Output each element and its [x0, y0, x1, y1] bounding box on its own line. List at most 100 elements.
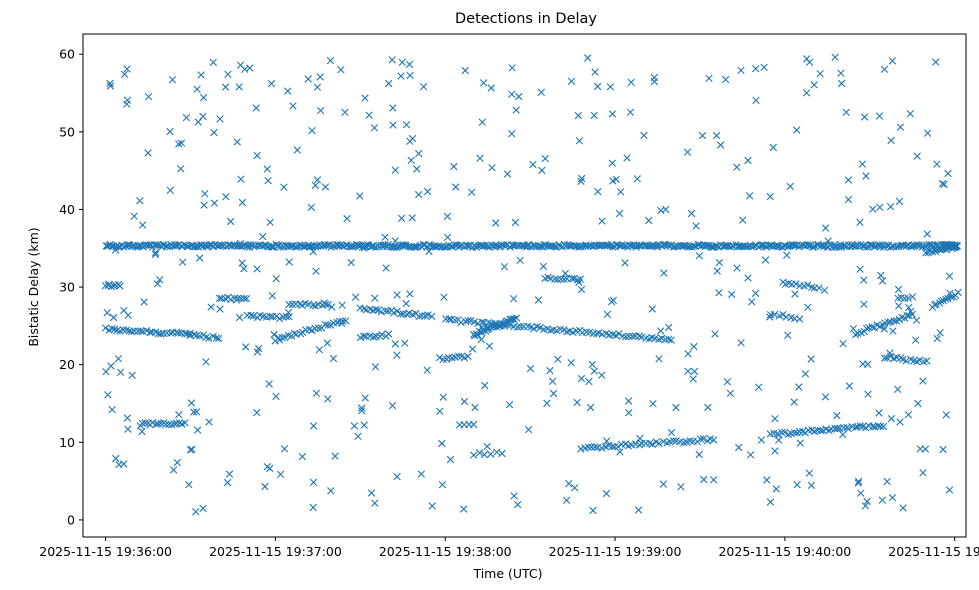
data-point — [214, 334, 223, 343]
data-point — [803, 241, 812, 249]
data-point — [603, 310, 612, 318]
data-point — [879, 422, 888, 431]
data-point — [628, 332, 637, 340]
data-point — [388, 401, 397, 410]
data-point — [138, 221, 147, 229]
data-point — [615, 330, 623, 338]
data-point — [282, 312, 291, 321]
data-point — [240, 265, 248, 273]
data-point — [435, 353, 444, 362]
data-point — [185, 480, 193, 489]
data-point — [609, 243, 617, 251]
data-point — [863, 324, 871, 333]
data-point — [516, 256, 524, 264]
data-point — [370, 124, 379, 132]
data-point — [606, 83, 615, 91]
data-point — [703, 241, 712, 249]
data-point — [903, 241, 911, 250]
data-point — [347, 258, 355, 267]
data-point — [253, 348, 262, 356]
data-point — [849, 325, 857, 333]
data-point — [408, 134, 417, 143]
data-point — [875, 409, 883, 417]
data-point — [953, 242, 961, 250]
data-point — [508, 64, 516, 72]
y-tick-label: 10 — [59, 435, 75, 450]
data-point — [329, 354, 338, 363]
data-point — [547, 326, 555, 334]
data-point — [574, 111, 582, 120]
data-point — [916, 445, 924, 453]
data-point — [659, 480, 668, 488]
data-point — [492, 219, 500, 227]
data-point — [193, 85, 201, 93]
data-point — [914, 241, 922, 250]
data-point — [324, 321, 332, 329]
data-point — [922, 249, 930, 257]
data-point — [769, 143, 777, 152]
data-point — [744, 156, 752, 165]
data-point — [388, 56, 396, 64]
data-point — [531, 242, 539, 250]
data-point — [477, 335, 485, 344]
data-point — [393, 351, 401, 359]
data-point — [793, 126, 801, 134]
data-point — [197, 71, 205, 79]
data-point — [123, 241, 132, 249]
data-point — [713, 267, 721, 275]
data-point — [563, 328, 571, 336]
data-point — [116, 282, 124, 290]
data-point — [326, 56, 335, 65]
data-point — [779, 310, 787, 319]
data-point — [130, 212, 138, 220]
data-point — [695, 450, 703, 459]
data-point — [468, 188, 476, 196]
data-point — [912, 336, 920, 344]
data-point — [314, 324, 323, 332]
data-point — [815, 284, 823, 292]
data-point — [884, 318, 892, 327]
data-point — [382, 264, 390, 272]
data-point — [876, 241, 884, 249]
data-point — [651, 242, 659, 250]
data-point — [109, 313, 118, 322]
data-point — [635, 332, 643, 340]
data-point — [358, 407, 366, 415]
data-point — [356, 192, 364, 200]
data-point — [238, 198, 247, 207]
data-point — [401, 339, 409, 347]
data-point — [221, 83, 230, 91]
data-point — [186, 331, 194, 340]
y-tick-label: 50 — [59, 124, 75, 139]
data-point — [709, 476, 718, 484]
data-point — [235, 313, 244, 322]
data-point — [585, 377, 593, 386]
y-axis-label: Bistatic Delay (km) — [26, 227, 41, 346]
data-point — [904, 411, 913, 419]
data-point — [712, 131, 721, 140]
data-point — [624, 397, 633, 405]
data-point — [945, 272, 954, 280]
data-point — [391, 237, 399, 245]
data-point — [485, 342, 494, 350]
data-point — [908, 293, 917, 301]
data-point — [560, 275, 568, 283]
data-point — [751, 289, 760, 298]
x-tick-label: 2025-11-15 19:36:00 — [39, 544, 172, 559]
data-point — [311, 181, 320, 190]
data-point — [589, 506, 597, 515]
data-point — [687, 209, 696, 218]
data-point — [883, 477, 891, 486]
data-point — [876, 422, 885, 431]
data-point — [617, 188, 625, 196]
data-point — [894, 285, 903, 294]
data-points — [101, 53, 962, 516]
data-point — [887, 414, 896, 423]
data-point — [895, 197, 904, 206]
data-point — [358, 404, 366, 412]
data-point — [253, 408, 261, 417]
data-point — [861, 502, 870, 510]
data-point — [633, 175, 641, 183]
data-point — [602, 489, 611, 498]
data-point — [460, 505, 468, 513]
